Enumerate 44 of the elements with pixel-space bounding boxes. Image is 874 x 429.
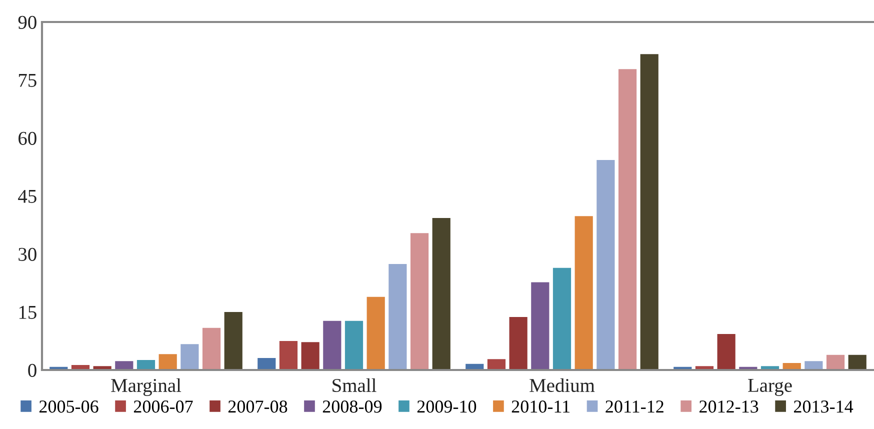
bar: [487, 359, 506, 370]
legend-label: 2012-13: [700, 400, 758, 413]
x-tick-label: Medium: [530, 378, 595, 392]
bar: [848, 354, 866, 370]
y-tick-label: 60: [18, 132, 36, 145]
x-tick-label: Large: [748, 379, 792, 396]
bar: [224, 312, 242, 370]
legend-label: 2013-14: [794, 400, 854, 413]
bar: [574, 216, 593, 370]
legend-label: 2011-12: [606, 400, 664, 413]
x-tick-label: Marginal: [111, 378, 182, 396]
y-tick-label: 75: [18, 74, 36, 87]
y-tick-label: 15: [19, 306, 36, 319]
bar: [531, 282, 550, 370]
y-tick-label: 30: [18, 248, 36, 261]
legend-label: 2009-10: [417, 400, 476, 413]
bar: [552, 268, 572, 370]
bar: [826, 354, 845, 370]
y-tick-label: 90: [18, 16, 36, 29]
legend-label: 2006-07: [134, 400, 193, 413]
legend-label: 2010-11: [512, 400, 570, 413]
bar: [596, 160, 615, 370]
bar: [366, 296, 385, 370]
bar: [202, 328, 221, 370]
bar: [301, 342, 320, 370]
bar: [323, 320, 342, 370]
bar: [344, 320, 364, 370]
legend-label: 2008-09: [322, 400, 382, 413]
bar: [509, 317, 528, 370]
bar: [158, 354, 177, 370]
bar: [410, 233, 429, 370]
y-tick-label: 0: [28, 364, 36, 377]
x-tick-label: Small: [332, 378, 376, 392]
bar: [432, 218, 450, 370]
bar: [717, 334, 736, 370]
bar: [618, 69, 637, 370]
bar: [258, 358, 276, 370]
legend-label: 2007-08: [228, 400, 288, 413]
bar: [388, 264, 407, 370]
y-tick-label: 45: [18, 190, 36, 203]
legend-label: 2005-06: [39, 400, 98, 413]
bar: [279, 341, 298, 370]
bar: [640, 54, 658, 370]
bar: [180, 344, 199, 370]
